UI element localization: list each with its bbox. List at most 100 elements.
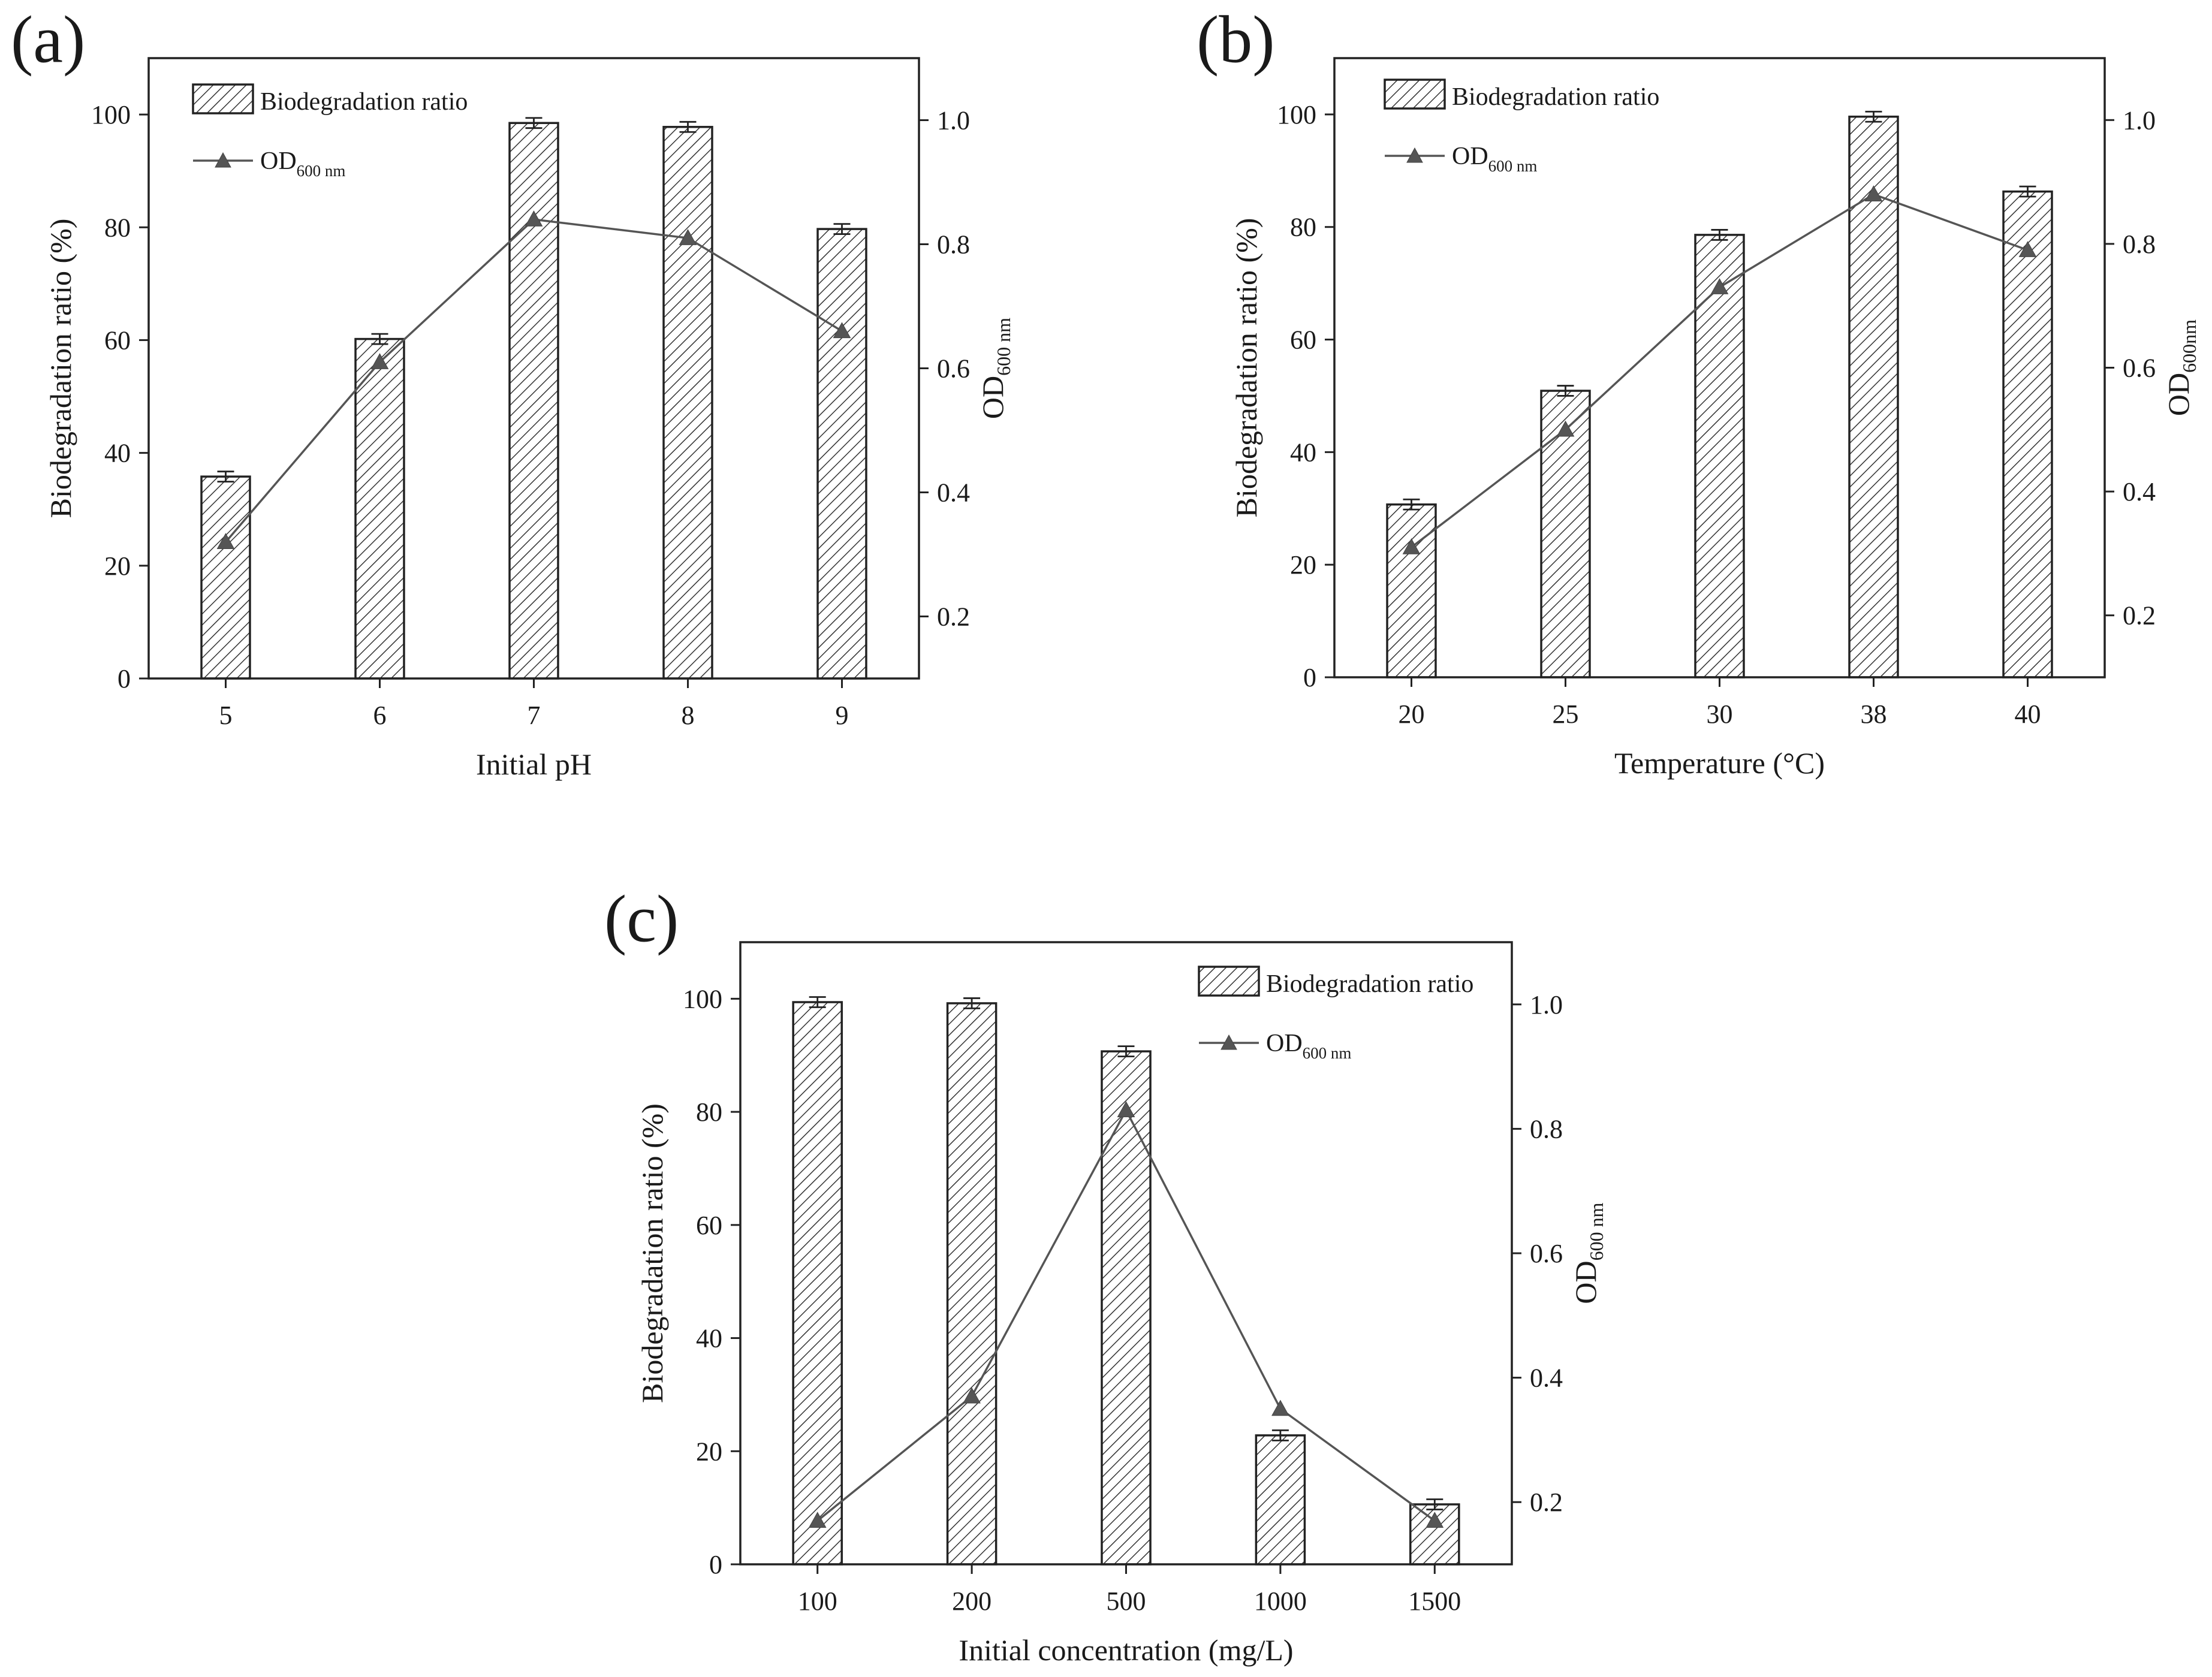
y2-tick-label: 0.6: [1530, 1239, 1563, 1268]
x-tick-label: 6: [373, 701, 387, 730]
y-tick-label: 80: [696, 1097, 722, 1127]
bar: [1540, 390, 1591, 678]
od-point: [1864, 185, 1883, 201]
bar: [1848, 115, 1899, 678]
y-tick-label: 100: [1277, 100, 1316, 129]
bar: [662, 126, 713, 680]
od-point: [679, 229, 697, 245]
bar: [946, 1002, 997, 1566]
legend-label-main: OD: [1452, 143, 1488, 170]
y2-axis-label-main: OD: [1569, 1260, 1602, 1304]
od-point: [370, 353, 389, 369]
y2-tick-label: 0.8: [2123, 230, 2156, 259]
y2-tick-label: 1.0: [1530, 990, 1563, 1020]
bar: [1101, 1050, 1152, 1566]
y2-tick-label: 0.8: [937, 230, 970, 260]
y2-tick-label: 1.0: [937, 106, 970, 135]
od-point: [1426, 1512, 1444, 1528]
y2-tick-label: 0.4: [937, 478, 970, 508]
y-tick-label: 20: [104, 551, 131, 581]
legend-swatch-bar: [192, 83, 254, 114]
y2-tick-label: 0.2: [1530, 1488, 1563, 1517]
plot-frame: [1333, 57, 2106, 678]
x-tick-label: 30: [1707, 699, 1733, 729]
legend-label-main: OD: [1266, 1030, 1303, 1057]
x-tick-label: 200: [952, 1586, 992, 1616]
y-tick-label: 60: [696, 1211, 722, 1240]
panel-label: (c): [604, 882, 679, 957]
x-tick-label: 8: [682, 701, 695, 730]
legend-label-sub: 600 nm: [297, 162, 346, 180]
od-point: [1271, 1399, 1289, 1416]
y-tick-label: 60: [1290, 325, 1316, 355]
plot-frame: [147, 57, 920, 680]
od-point: [1402, 538, 1421, 554]
y2-axis-label: OD600 nm: [1569, 1202, 1607, 1304]
od-point: [216, 533, 235, 549]
x-axis-label: Temperature (°C): [1614, 746, 1825, 780]
x-tick-label: 7: [528, 701, 541, 730]
y-tick-label: 20: [696, 1437, 722, 1466]
y2-tick-label: 0.4: [1530, 1364, 1563, 1393]
legend-label: OD600 nm: [260, 147, 345, 180]
bar: [816, 228, 867, 680]
y-tick-label: 40: [1290, 438, 1316, 467]
panel-a: (a) 0 20 40 60 80 100 0.2 0.4 0.6 0.8 1.0 5 6 7 8 9 Initi…: [11, 3, 1014, 781]
legend-label: Biodegradation ratio: [1266, 970, 1473, 998]
od-point: [1117, 1101, 1135, 1117]
x-axis-label: Initial pH: [476, 747, 592, 781]
y2-axis-label-sub: 600 nm: [993, 318, 1014, 376]
bar: [354, 337, 405, 680]
y-tick-label: 100: [683, 984, 722, 1014]
bar: [1694, 234, 1745, 678]
panel-c: (c) 0 20 40 60 80 100 0.2 0.4 0.6 0.8 1.0 100 200 500 1…: [604, 882, 1607, 1667]
y-tick-label: 60: [104, 325, 131, 355]
od-point: [525, 210, 543, 227]
od-point: [1556, 420, 1575, 437]
bar: [2002, 190, 2053, 678]
y2-axis-label: OD600 nm: [976, 318, 1014, 419]
y-tick-label: 80: [1290, 213, 1316, 242]
y-axis-label: Biodegradation ratio (%): [1229, 218, 1263, 518]
od-point: [1710, 278, 1729, 294]
y-tick-label: 40: [696, 1324, 722, 1353]
y2-axis-label-main: OD: [976, 376, 1009, 419]
legend-swatch-bar: [1198, 966, 1260, 997]
y2-tick-label: 1.0: [2123, 105, 2156, 135]
y2-tick-label: 0.6: [937, 354, 970, 384]
od-point: [2018, 241, 2037, 257]
y-axis-label: Biodegradation ratio (%): [44, 219, 77, 518]
x-tick-label: 5: [219, 701, 233, 730]
y-tick-label: 20: [1290, 550, 1316, 580]
bar: [1386, 503, 1437, 678]
legend-label-sub: 600 nm: [1303, 1044, 1352, 1062]
x-axis-label: Initial concentration (mg/L): [959, 1633, 1293, 1667]
panel-b: (b) 0 20 40 60 80 100 0.2 0.4 0.6 0.8 1.0 20 25 30 38 40…: [1197, 3, 2200, 780]
legend-label-main: OD: [260, 147, 297, 175]
x-tick-label: 25: [1553, 699, 1579, 729]
y2-tick-label: 0.8: [1530, 1114, 1563, 1144]
x-tick-label: 1000: [1254, 1586, 1307, 1616]
y-tick-label: 100: [91, 100, 131, 129]
bar: [792, 1001, 843, 1566]
y-tick-label: 80: [104, 213, 131, 242]
x-tick-label: 40: [2015, 699, 2041, 729]
legend-label-sub: 600 nm: [1488, 157, 1538, 175]
y-tick-label: 0: [709, 1550, 722, 1579]
x-tick-label: 500: [1107, 1586, 1146, 1616]
legend-swatch-marker: [1220, 1034, 1237, 1050]
x-tick-label: 100: [798, 1586, 837, 1616]
plot-frame: [739, 941, 1513, 1566]
y2-axis-label-sub: 600nm: [2178, 319, 2200, 373]
legend-label: OD600 nm: [1452, 143, 1537, 175]
legend-swatch-marker: [215, 152, 231, 168]
od-point: [963, 1387, 981, 1404]
od-point: [833, 322, 851, 339]
legend-label: OD600 nm: [1266, 1030, 1351, 1062]
bar: [200, 475, 251, 680]
y2-tick-label: 0.4: [2123, 477, 2156, 506]
x-tick-label: 1500: [1408, 1586, 1461, 1616]
x-tick-label: 20: [1399, 699, 1425, 729]
x-tick-label: 38: [1861, 699, 1887, 729]
